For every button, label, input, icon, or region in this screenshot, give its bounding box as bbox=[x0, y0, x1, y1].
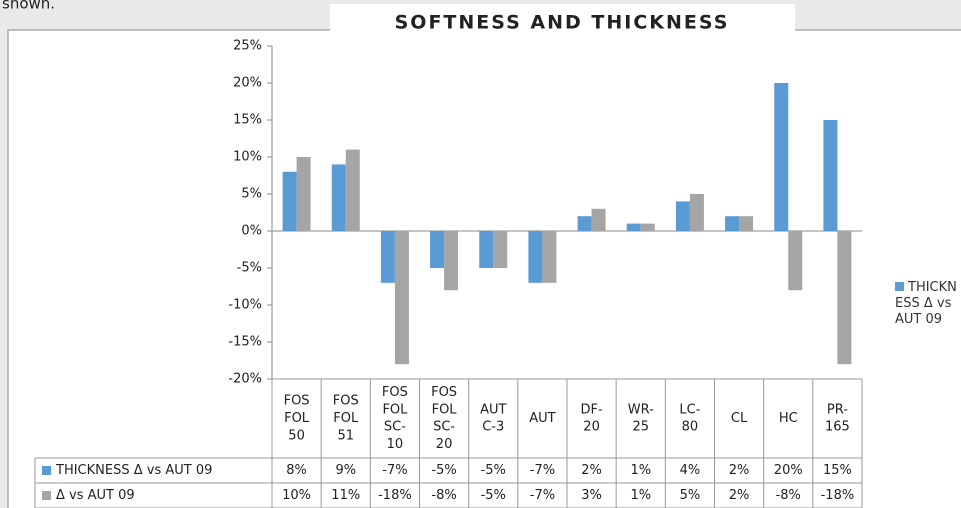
bar bbox=[444, 231, 459, 291]
legend-label: Δ vs AUT 09 bbox=[56, 488, 135, 503]
value-label: 4% bbox=[680, 463, 701, 478]
bar bbox=[282, 171, 297, 231]
x-tick-label: AUT bbox=[529, 411, 555, 426]
bar bbox=[725, 216, 740, 231]
legend-swatch bbox=[42, 491, 51, 500]
chart-title: SOFTNESS AND THICKNESS bbox=[395, 12, 730, 34]
value-label: -5% bbox=[481, 488, 506, 503]
legend-label: THICKNESS Δ vs AUT 09 bbox=[55, 463, 212, 478]
value-label: -7% bbox=[530, 463, 555, 478]
value-label: 5% bbox=[680, 488, 701, 503]
y-tick-label: -5% bbox=[237, 261, 262, 276]
bar bbox=[296, 157, 311, 231]
y-tick-label: -20% bbox=[228, 372, 262, 387]
x-tick-label: CL bbox=[731, 411, 748, 426]
bar bbox=[675, 201, 690, 231]
value-label: -7% bbox=[382, 463, 407, 478]
value-label: 2% bbox=[581, 463, 602, 478]
x-tick-label: 165 bbox=[825, 420, 850, 435]
value-label: 20% bbox=[774, 463, 803, 478]
caption-fragment: shown. bbox=[2, 0, 55, 13]
chart-area bbox=[7, 29, 961, 508]
y-tick-label: 15% bbox=[233, 113, 262, 128]
value-label: 2% bbox=[729, 463, 750, 478]
bar bbox=[577, 216, 592, 231]
bar bbox=[380, 231, 395, 283]
bar bbox=[394, 231, 409, 365]
y-tick-label: 20% bbox=[233, 76, 262, 91]
bar bbox=[640, 223, 655, 231]
bar bbox=[493, 231, 508, 268]
value-label: -18% bbox=[821, 488, 855, 503]
bar bbox=[626, 223, 641, 231]
value-label: 10% bbox=[282, 488, 311, 503]
value-label: 3% bbox=[581, 488, 602, 503]
x-tick-label: HC bbox=[779, 411, 798, 426]
bar bbox=[528, 231, 543, 283]
value-label: 15% bbox=[823, 463, 852, 478]
value-label: 1% bbox=[630, 488, 651, 503]
value-label: -18% bbox=[378, 488, 412, 503]
x-tick-label: SC- bbox=[384, 420, 406, 435]
x-tick-label: FOS bbox=[284, 394, 310, 409]
x-tick-label: C-3 bbox=[482, 420, 504, 435]
value-label: -7% bbox=[530, 488, 555, 503]
x-tick-label: SC- bbox=[433, 420, 455, 435]
x-tick-label: AUT bbox=[480, 402, 506, 417]
title-box bbox=[330, 4, 795, 42]
value-label: 1% bbox=[630, 463, 651, 478]
x-tick-label: FOL bbox=[382, 402, 408, 417]
value-label: -8% bbox=[431, 488, 456, 503]
x-tick-label: 25 bbox=[632, 420, 649, 435]
x-tick-label: 50 bbox=[288, 428, 305, 443]
bar bbox=[430, 231, 445, 268]
y-tick-label: 25% bbox=[233, 39, 262, 54]
value-label: 2% bbox=[729, 488, 750, 503]
x-tick-label: WR- bbox=[628, 402, 654, 417]
x-tick-label: 10 bbox=[387, 437, 404, 452]
y-tick-label: -10% bbox=[228, 298, 262, 313]
x-tick-label: LC- bbox=[679, 402, 700, 417]
legend-swatch bbox=[895, 282, 904, 291]
x-tick-label: FOS bbox=[333, 394, 359, 409]
x-tick-label: DF- bbox=[580, 402, 602, 417]
value-label: 9% bbox=[335, 463, 356, 478]
x-tick-label: FOL bbox=[284, 411, 310, 426]
bar bbox=[331, 164, 346, 231]
bar bbox=[591, 208, 606, 231]
y-tick-label: -15% bbox=[228, 335, 262, 350]
legend-swatch bbox=[42, 466, 51, 475]
value-label: -5% bbox=[481, 463, 506, 478]
x-tick-label: 20 bbox=[583, 420, 600, 435]
y-tick-label: 0% bbox=[241, 224, 262, 239]
bar bbox=[788, 231, 803, 291]
bar bbox=[774, 83, 789, 231]
legend-label: THICKNESS Δ vs AUT 09 bbox=[895, 280, 957, 327]
bar bbox=[739, 216, 754, 231]
value-label: 11% bbox=[331, 488, 360, 503]
value-label: 8% bbox=[286, 463, 307, 478]
y-tick-label: 10% bbox=[233, 150, 262, 165]
bar bbox=[345, 149, 360, 231]
value-label: -5% bbox=[431, 463, 456, 478]
bar bbox=[479, 231, 494, 268]
y-tick-label: 5% bbox=[241, 187, 262, 202]
x-tick-label: FOS bbox=[431, 385, 457, 400]
legend: THICKNESS Δ vs AUT 09 bbox=[895, 280, 957, 328]
x-tick-label: FOL bbox=[333, 411, 359, 426]
bar bbox=[689, 194, 704, 231]
x-tick-label: FOL bbox=[432, 402, 458, 417]
bar bbox=[837, 231, 852, 365]
bar bbox=[823, 120, 838, 231]
x-tick-label: 51 bbox=[337, 428, 354, 443]
value-label: -8% bbox=[776, 488, 801, 503]
x-tick-label: PR- bbox=[827, 402, 848, 417]
x-tick-label: 80 bbox=[682, 420, 699, 435]
x-tick-label: 20 bbox=[436, 437, 453, 452]
bar bbox=[542, 231, 557, 283]
x-tick-label: FOS bbox=[382, 385, 408, 400]
